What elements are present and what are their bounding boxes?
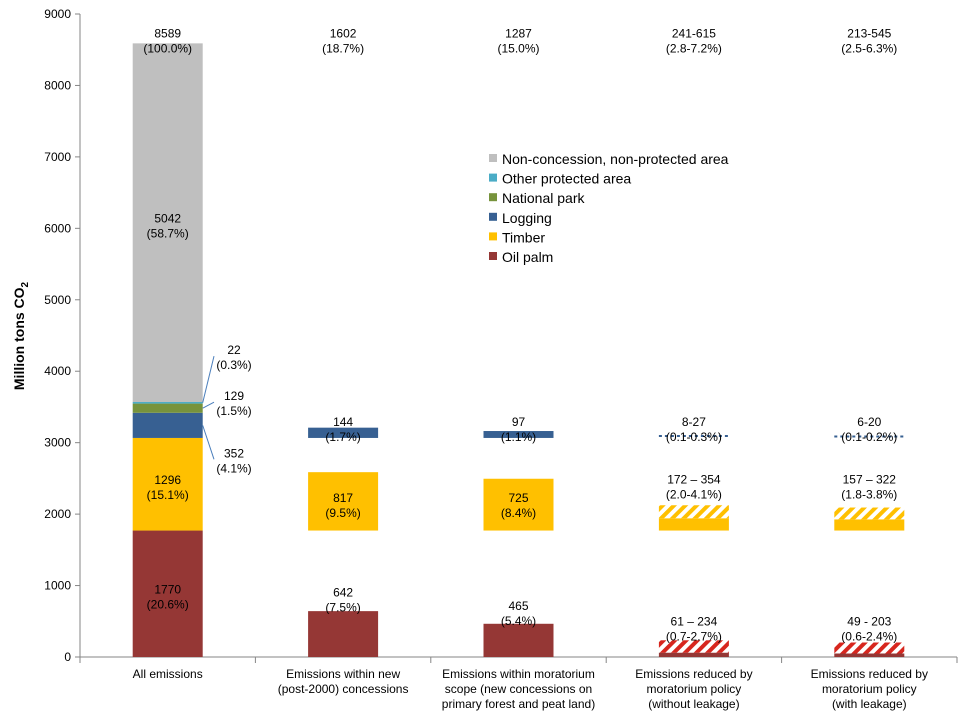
x-category-label: Emissions within new (post-2000) concessi… <box>278 667 409 696</box>
data-label: 642 (7.5%) <box>325 585 360 614</box>
legend-label: Logging <box>502 210 552 226</box>
data-label: 241-615 (2.8-7.2%) <box>666 27 722 56</box>
legend-item: Oil palm <box>489 249 553 265</box>
callout-leader-line <box>202 401 215 409</box>
bar-segment-oil-palm <box>308 611 379 657</box>
bar-segment-oil-palm <box>132 530 203 657</box>
data-label: 49 - 203 (0.6-2.4%) <box>841 615 897 644</box>
callout-label: 22 (0.3%) <box>216 343 251 372</box>
legend-swatch <box>489 212 497 221</box>
bar-segment-logging <box>483 431 554 438</box>
data-label: 5042 (58.7%) <box>147 212 189 241</box>
legend-swatch <box>489 193 497 202</box>
bar-segment-oil-palm <box>834 653 905 657</box>
data-label: 8-27 (0.1-0.3%) <box>666 415 722 444</box>
data-label: 61 – 234 (0.7-2.7%) <box>666 615 722 644</box>
data-label: 1602 (18.7%) <box>322 27 364 56</box>
data-label: 97 (1.1%) <box>501 415 536 444</box>
data-label: 157 – 322 (1.8-3.8%) <box>841 473 897 502</box>
legend-swatch <box>489 173 497 182</box>
bar-segment-timber <box>658 518 729 531</box>
legend-item: Non-concession, non-protected area <box>489 151 729 167</box>
bar-segment-non-concession-non-protected-area <box>132 43 203 403</box>
data-label: 817 (9.5%) <box>325 491 360 520</box>
y-tick-label: 6000 <box>44 221 71 235</box>
bar-segment-timber <box>483 478 554 531</box>
data-label: 725 (8.4%) <box>501 491 536 520</box>
y-axis-title-main: Million tons CO <box>11 287 27 390</box>
data-label: 1296 (15.1%) <box>147 473 189 502</box>
legend-item: National park <box>489 190 585 206</box>
legend-label: Oil palm <box>502 249 553 265</box>
data-label: 213-545 (2.5-6.3%) <box>841 27 897 56</box>
data-label: 8589 (100.0%) <box>143 27 192 56</box>
y-axis-title-subscript: 2 <box>20 281 31 287</box>
legend-item: Timber <box>489 229 545 245</box>
legend-label: Timber <box>502 229 545 245</box>
bar-segment-timber-range <box>658 505 729 519</box>
bar-segment-oil-palm-range <box>658 640 729 653</box>
callout-label: 129 (1.5%) <box>216 389 251 418</box>
legend-label: Non-concession, non-protected area <box>502 151 729 167</box>
legend-item: Logging <box>489 210 552 226</box>
legend-label: National park <box>502 190 585 206</box>
callout-leader-line <box>202 355 215 403</box>
data-label: 1287 (15.0%) <box>497 27 539 56</box>
legend-swatch <box>489 154 497 162</box>
x-category-label: Emissions within moratorium scope (new co… <box>442 667 595 711</box>
callout-label: 352 (4.1%) <box>216 446 251 475</box>
y-tick-label: 7000 <box>44 150 71 164</box>
y-tick-label: 1000 <box>44 579 71 593</box>
bar-segment-timber <box>132 437 203 531</box>
x-category-label: Emissions reduced by moratorium policy (wi… <box>635 667 752 711</box>
legend: Non-concession, non-protected area Other … <box>489 151 729 265</box>
legend-swatch <box>489 232 497 241</box>
legend-item: Other protected area <box>489 171 631 187</box>
bar-segment-oil-palm <box>658 652 729 657</box>
y-tick-label: 0 <box>64 650 71 664</box>
bar-segment-national-park <box>132 403 203 413</box>
bar-segment-timber-range <box>834 507 905 520</box>
bar-segment-oil-palm-range <box>834 642 905 654</box>
y-tick-label: 5000 <box>44 293 71 307</box>
legend-label: Other protected area <box>502 171 631 187</box>
y-tick-label: 8000 <box>44 78 71 92</box>
y-tick-label: 9000 <box>44 7 71 21</box>
legend-swatch <box>489 252 497 260</box>
x-axis: All emissions Emissions within new (post-2… <box>79 656 958 711</box>
data-label: 6-20 (0.1-0.2%) <box>841 415 897 444</box>
bar-segment-oil-palm <box>483 623 554 657</box>
x-category-label: All emissions <box>133 667 203 681</box>
bar-segment-timber <box>308 472 379 531</box>
bar-segment-other-protected-area <box>132 402 203 404</box>
data-labels: 8589 (100.0%) 1602 (18.7%) 1287 (15.0%) 241-61… <box>143 27 897 644</box>
bar-segment-logging <box>132 412 203 438</box>
bar-segment-timber <box>834 519 905 531</box>
y-tick-label: 4000 <box>44 364 71 378</box>
y-tick-label: 3000 <box>44 436 71 450</box>
x-category-label: Emissions reduced by moratorium policy (wi… <box>811 667 928 711</box>
callout-leader-line <box>202 425 215 460</box>
data-label: 1770 (20.6%) <box>147 582 189 611</box>
y-axis: 0 1000 2000 3000 4000 5000 6000 7000 8000 9000 <box>44 7 81 664</box>
y-tick-label: 2000 <box>44 507 71 521</box>
data-label: 465 (5.4%) <box>501 599 536 628</box>
bar-segments <box>132 43 905 657</box>
y-axis-title: Million tons CO2 <box>11 281 31 390</box>
bar-segment-logging <box>308 427 379 438</box>
data-label: 172 – 354 (2.0-4.1%) <box>666 473 722 502</box>
data-label: 144 (1.7%) <box>325 415 360 444</box>
